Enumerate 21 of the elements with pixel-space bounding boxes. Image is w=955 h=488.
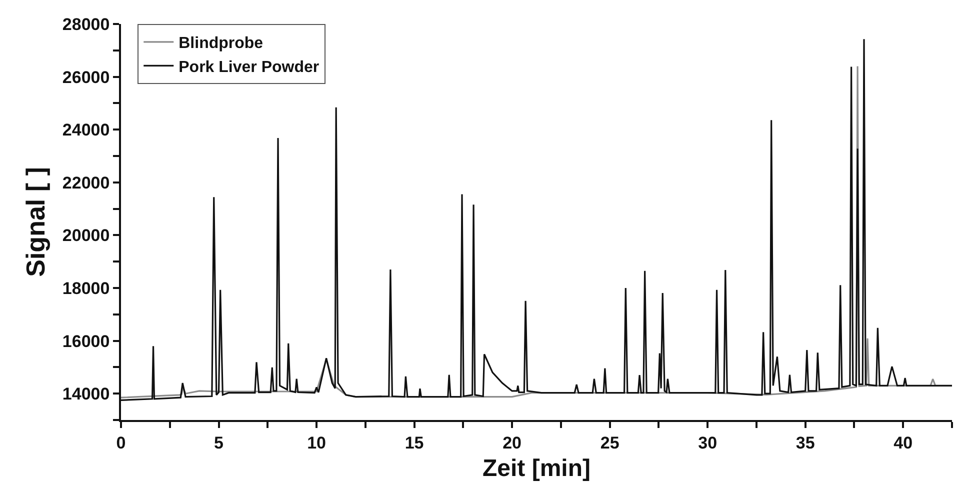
x-tick-label: 30 [698,433,718,452]
y-tick-label: 22000 [62,173,110,192]
y-tick-label: 28000 [62,14,110,34]
x-tick-label: 40 [894,433,913,452]
y-tick-label: 26000 [62,68,110,87]
y-tick-label: 14000 [62,384,110,404]
x-tick-label: 10 [307,433,326,452]
y-axis-title: Signal [ ] [20,167,50,277]
x-tick-label: 0 [116,433,126,452]
x-tick-label: 35 [796,433,815,452]
y-tick-label: 16000 [62,332,110,351]
y-tick-label: 20000 [62,226,110,246]
legend-label: Pork Liver Powder [178,58,320,76]
x-tick-label: 15 [404,433,424,452]
x-tick-label: 25 [600,433,620,452]
x-tick-label: 20 [502,433,522,452]
y-tick-label: 18000 [62,278,110,298]
legend-label: Blindprobe [178,35,264,52]
x-axis-title: Zeit [min] [482,455,590,482]
x-tick-label: 5 [214,433,224,452]
y-tick-label: 24000 [62,120,110,140]
